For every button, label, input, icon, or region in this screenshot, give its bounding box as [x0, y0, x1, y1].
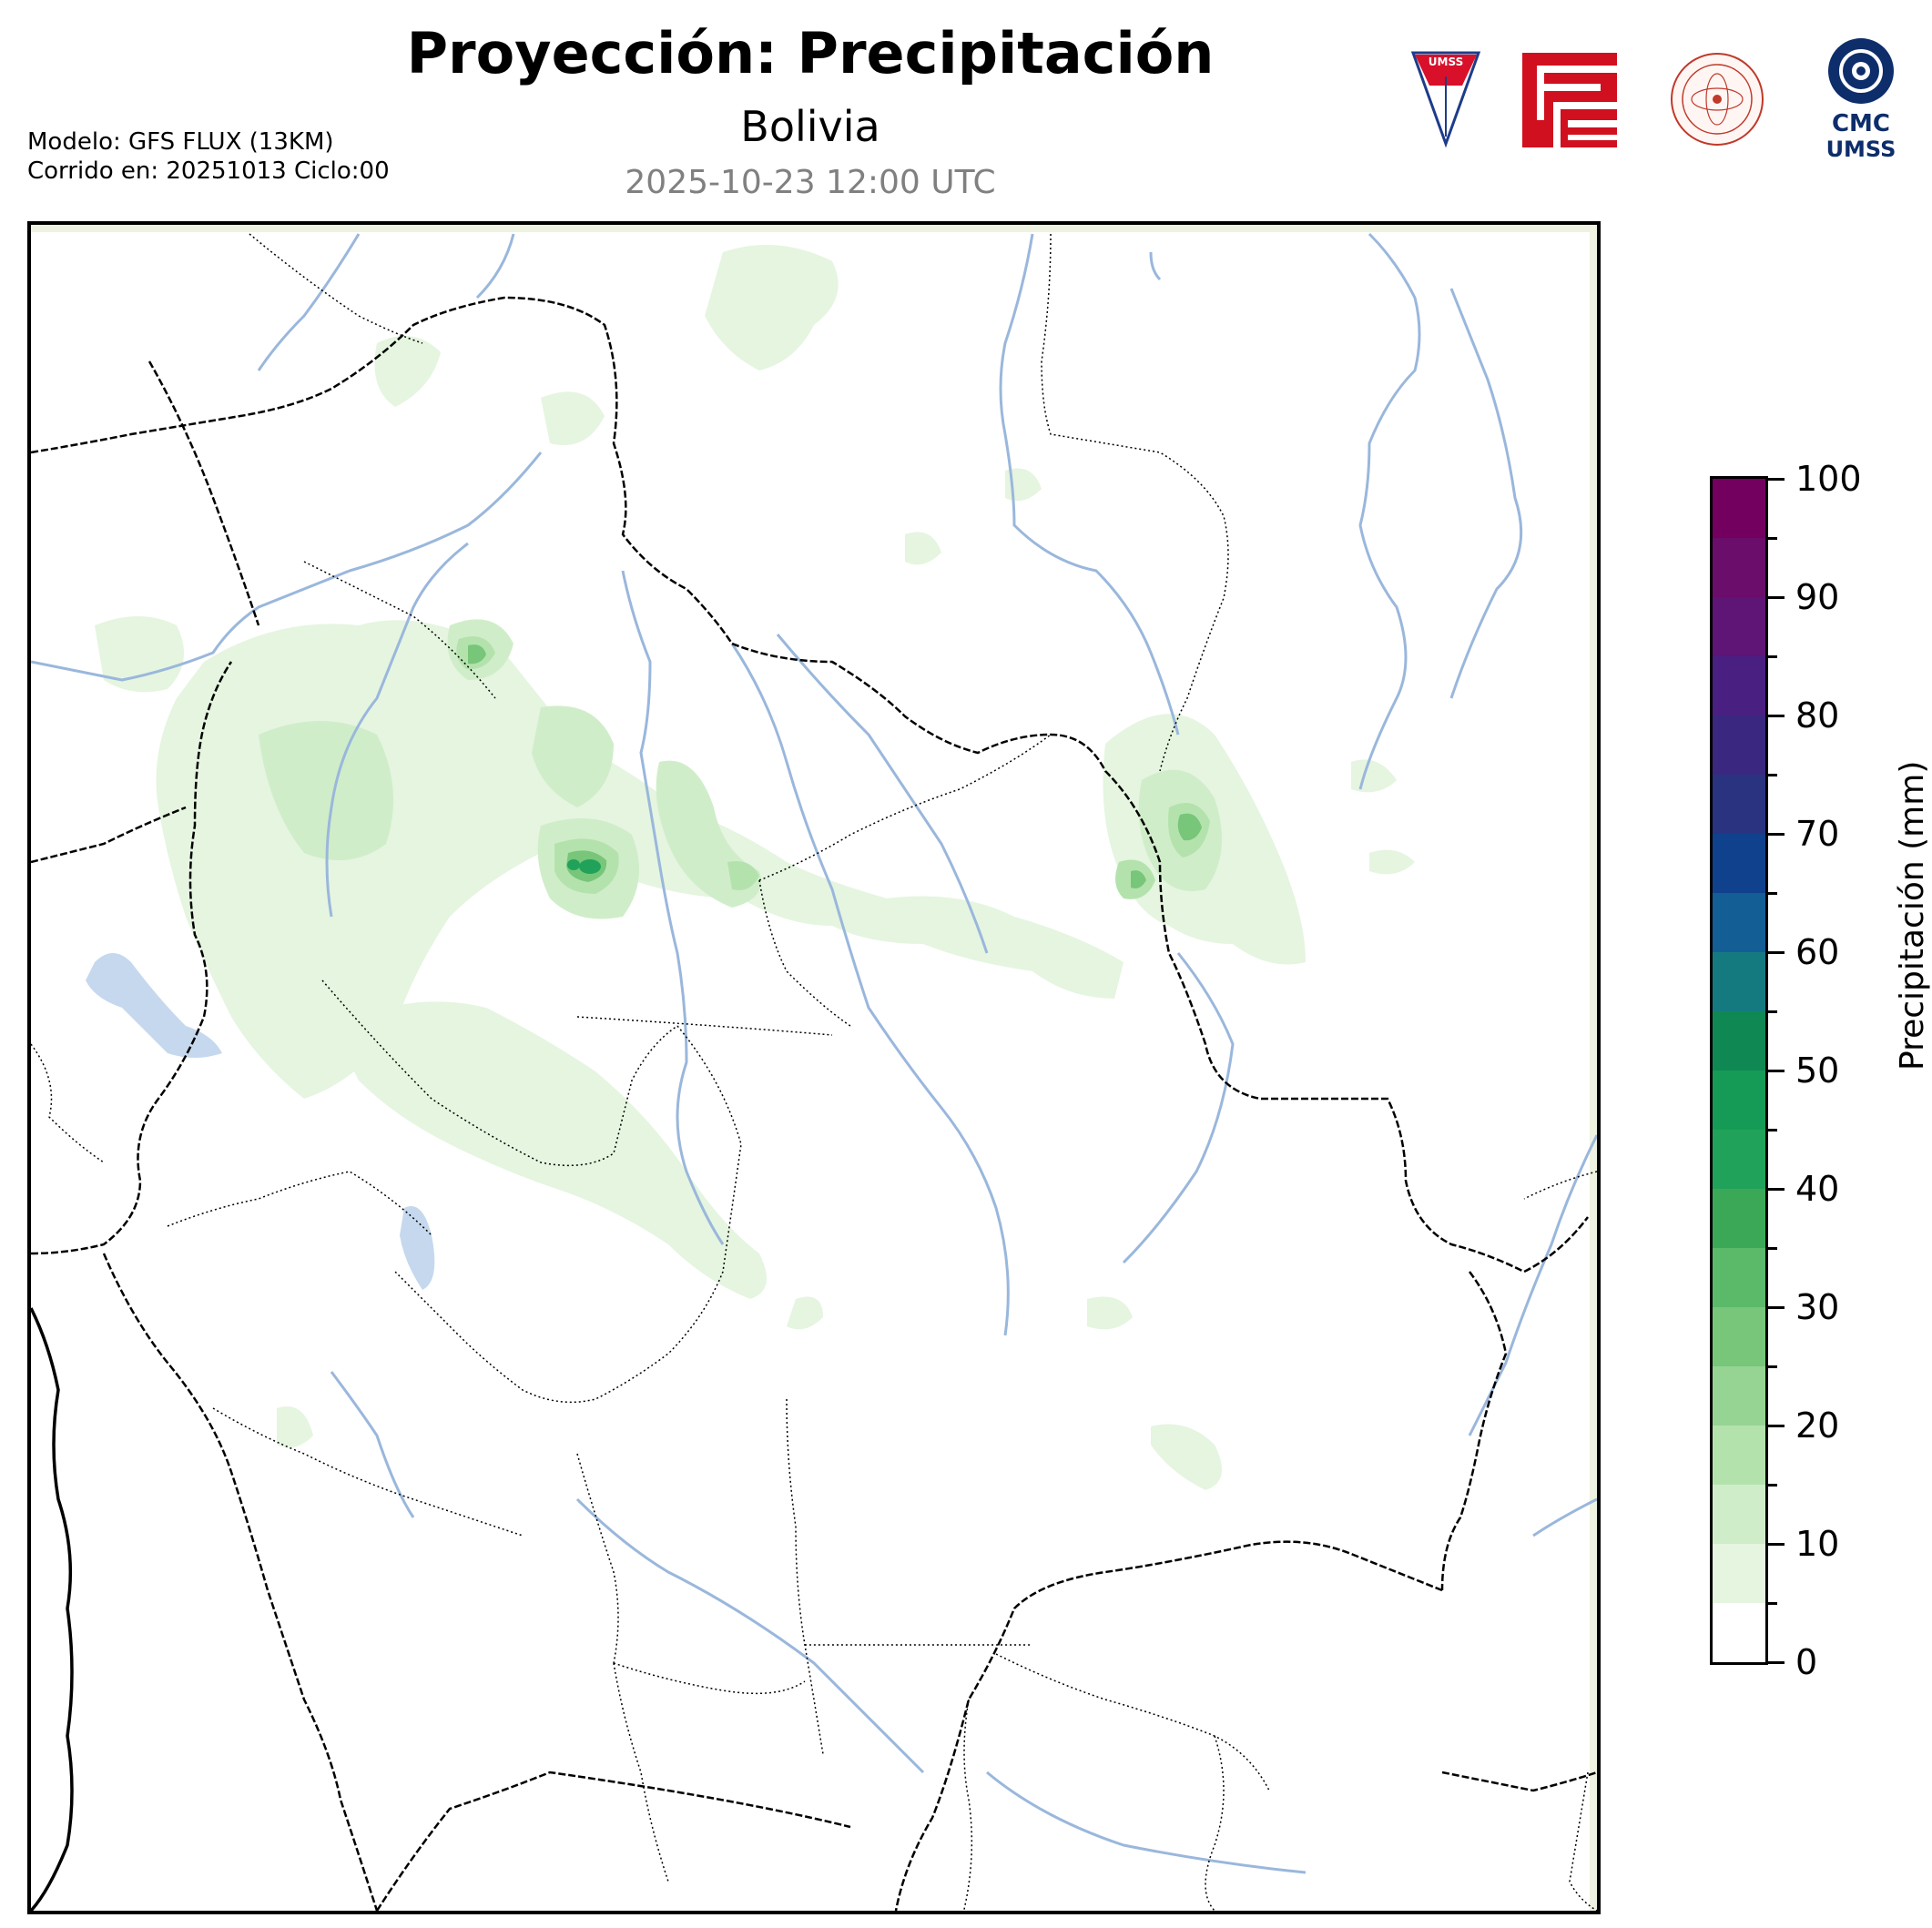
map-top-strip [31, 225, 1597, 232]
colorbar-tick-mark [1768, 1069, 1785, 1072]
colorbar-tick-mark [1768, 832, 1785, 836]
colorbar-tick-mark [1768, 1483, 1777, 1487]
umss-logo-text: UMSS [1429, 56, 1463, 68]
colorbar-tick-mark [1768, 714, 1785, 717]
region-subtitle: Bolivia [740, 102, 880, 151]
colorbar-tick-mark [1768, 1424, 1785, 1427]
colorbar-tick-mark [1768, 655, 1777, 658]
lake-layer [86, 953, 435, 1290]
model-line: Modelo: GFS FLUX (13KM) [27, 128, 334, 156]
colorbar-tick-mark [1768, 1542, 1785, 1546]
colorbar-segment [1713, 1247, 1765, 1307]
colorbar-segment [1713, 892, 1765, 952]
colorbar-tick-mark [1768, 477, 1785, 481]
colorbar-segment [1713, 1484, 1765, 1544]
colorbar-tick-label: 70 [1795, 814, 1840, 854]
colorbar-segment [1713, 1306, 1765, 1366]
colorbar-tick-label: 50 [1795, 1050, 1840, 1091]
colorbar-tick-mark [1768, 595, 1785, 599]
umss-shield-logo: UMSS [1409, 49, 1482, 153]
colorbar-segment [1713, 1188, 1765, 1248]
colorbar-tick-mark [1768, 1660, 1785, 1664]
colorbar-segment [1713, 1425, 1765, 1485]
colorbar-tick-mark [1768, 1010, 1777, 1013]
colorbar-tick-mark [1768, 1365, 1777, 1368]
map-right-strip [1590, 225, 1597, 1911]
umss-logo-text-2: UMSS [1826, 137, 1896, 162]
colorbar-tick-mark [1768, 1187, 1785, 1191]
colorbar-tick-label: 60 [1795, 932, 1840, 972]
colorbar-segment [1713, 655, 1765, 715]
colorbar-tick-mark [1768, 891, 1777, 895]
colorbar-segment [1713, 1010, 1765, 1071]
precipitation-colorbar [1710, 476, 1768, 1665]
colorbar-tick-mark [1768, 1128, 1777, 1131]
colorbar-tick-mark [1768, 1246, 1777, 1250]
cmc-umss-logo: CMC UMSS [1823, 36, 1899, 167]
colorbar-tick-mark [1768, 773, 1777, 776]
colorbar-tick-mark [1768, 536, 1777, 540]
colorbar-segment [1713, 1129, 1765, 1189]
colorbar-segment [1713, 596, 1765, 656]
cmc-logo-text: CMC [1832, 110, 1890, 137]
precipitation-map [27, 221, 1601, 1914]
colorbar-tick-label: 20 [1795, 1405, 1840, 1446]
internal-boundaries [31, 233, 1597, 1911]
colorbar-tick-label: 80 [1795, 695, 1840, 736]
river-layer [31, 232, 1597, 1874]
colorbar-tick-label: 90 [1795, 577, 1840, 617]
precip-layer-40mm [567, 859, 601, 874]
run-line: Corrido en: 20251013 Ciclo:00 [27, 157, 390, 185]
colorbar-segment [1713, 833, 1765, 893]
red-fcyt-logo [1522, 53, 1617, 151]
map-background [31, 225, 1597, 1911]
colorbar-segment [1713, 537, 1765, 597]
national-borders [31, 296, 1597, 1911]
colorbar-tick-mark [1768, 950, 1785, 954]
colorbar-tick-label: 0 [1795, 1642, 1818, 1682]
coastline [31, 1307, 74, 1911]
model-info: Modelo: GFS FLUX (13KM) Corrido en: 2025… [27, 127, 390, 186]
colorbar-segment [1713, 774, 1765, 834]
colorbar-tick-mark [1768, 1601, 1777, 1605]
colorbar-segment [1713, 1365, 1765, 1426]
map-canvas [31, 225, 1597, 1911]
valid-time: 2025-10-23 12:00 UTC [625, 164, 996, 201]
colorbar-segment [1713, 1602, 1765, 1662]
colorbar-segment [1713, 1543, 1765, 1603]
colorbar-segment [1713, 715, 1765, 775]
departamento-fisica-seal [1666, 47, 1768, 155]
colorbar-segment [1713, 478, 1765, 538]
colorbar-tick-label: 10 [1795, 1524, 1840, 1564]
chart-title: Proyección: Precipitación [406, 20, 1215, 86]
colorbar-segment [1713, 1070, 1765, 1130]
colorbar-tick-mark [1768, 1305, 1785, 1309]
colorbar-tick-label: 30 [1795, 1287, 1840, 1327]
colorbar-segment [1713, 951, 1765, 1011]
colorbar-tick-label: 100 [1795, 459, 1862, 499]
colorbar-tick-label: 40 [1795, 1169, 1840, 1209]
colorbar-label: Precipitación (mm) [1894, 760, 1931, 1071]
